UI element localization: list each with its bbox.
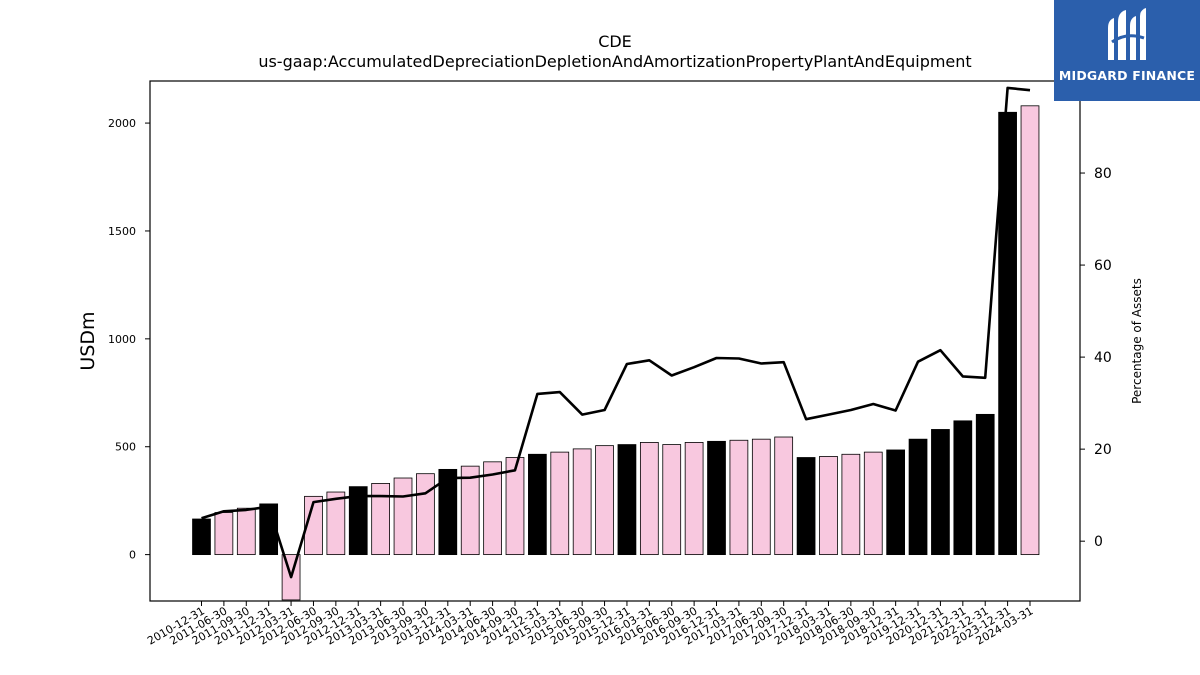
bar <box>236 507 256 556</box>
bar <box>460 465 480 556</box>
y-tick-label: 2000 <box>108 117 136 130</box>
brand-name: MIDGARD FINANCE <box>1058 68 1196 83</box>
bar <box>796 457 816 556</box>
y-axis-label: USDm <box>77 311 99 370</box>
bar <box>572 448 592 556</box>
y2-tick-label: 20 <box>1094 442 1112 458</box>
bar <box>639 442 659 556</box>
bar <box>863 451 883 556</box>
y2-axis-label: Percentage of Assets <box>1130 278 1144 404</box>
y2-tick-label: 40 <box>1094 350 1112 366</box>
bar <box>774 436 794 556</box>
bar <box>393 477 413 556</box>
bar <box>931 429 950 556</box>
chart-subtitle: us-gaap:AccumulatedDepreciationDepletion… <box>258 52 972 71</box>
bar <box>416 473 435 556</box>
bar <box>841 453 861 556</box>
bar <box>662 444 682 556</box>
bar <box>886 449 906 556</box>
bar <box>617 444 637 556</box>
chart-title: CDE <box>598 32 632 51</box>
y2-tick-label: 80 <box>1094 166 1112 182</box>
bar <box>214 512 234 556</box>
y-tick-label: 1500 <box>108 225 136 238</box>
bar <box>528 453 547 556</box>
bar <box>684 442 704 556</box>
bar <box>729 439 749 556</box>
bar <box>304 495 323 556</box>
percentage-line <box>201 86 1031 579</box>
bar <box>348 486 368 556</box>
y-tick-label: 0 <box>129 549 136 562</box>
y2-tick-label: 0 <box>1094 534 1103 550</box>
bar <box>975 413 995 556</box>
bar <box>998 111 1017 556</box>
y2-tick-label: 60 <box>1094 258 1112 274</box>
bar <box>483 461 502 556</box>
y-tick-label: 1000 <box>108 333 136 346</box>
bar <box>819 456 838 556</box>
bar <box>908 438 928 556</box>
brand-logo: MIDGARD FINANCE <box>1054 0 1200 101</box>
bar <box>326 491 346 556</box>
midgard-logo-icon <box>1108 8 1146 60</box>
bar <box>953 420 973 556</box>
bar <box>192 518 211 556</box>
bar <box>505 457 525 556</box>
bar <box>371 483 390 556</box>
bar <box>438 468 458 556</box>
bar <box>1020 105 1040 556</box>
bar <box>707 440 726 556</box>
bar <box>751 438 771 556</box>
y-tick-label: 500 <box>115 441 136 454</box>
bar <box>595 445 614 556</box>
plot-frame <box>149 80 1081 602</box>
bar <box>550 451 570 556</box>
